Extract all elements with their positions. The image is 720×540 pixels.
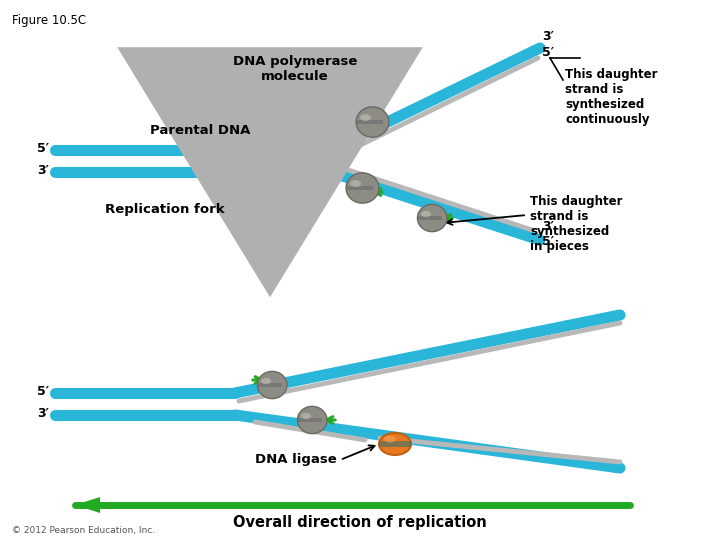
Polygon shape xyxy=(75,497,100,513)
Polygon shape xyxy=(347,186,373,190)
Text: DNA polymerase
molecule: DNA polymerase molecule xyxy=(233,55,357,83)
Polygon shape xyxy=(356,107,389,137)
Text: 3′: 3′ xyxy=(542,220,554,233)
Ellipse shape xyxy=(421,211,431,217)
Polygon shape xyxy=(298,418,322,422)
Text: 3′: 3′ xyxy=(542,30,554,43)
Text: 5′: 5′ xyxy=(37,385,49,398)
Text: 3′: 3′ xyxy=(37,407,49,420)
Polygon shape xyxy=(357,120,383,124)
Ellipse shape xyxy=(261,378,271,384)
Text: © 2012 Pearson Education, Inc.: © 2012 Pearson Education, Inc. xyxy=(12,526,155,535)
Polygon shape xyxy=(346,173,379,203)
Text: 3′: 3′ xyxy=(37,164,49,177)
Ellipse shape xyxy=(384,435,396,442)
Ellipse shape xyxy=(379,433,411,455)
Text: Overall direction of replication: Overall direction of replication xyxy=(233,515,487,530)
Ellipse shape xyxy=(301,413,311,419)
Text: This daughter
strand is
synthesized
in pieces: This daughter strand is synthesized in p… xyxy=(530,195,623,253)
Text: 5′: 5′ xyxy=(542,46,554,59)
Polygon shape xyxy=(418,204,447,232)
Ellipse shape xyxy=(360,114,371,121)
Polygon shape xyxy=(418,216,441,220)
Text: DNA ligase: DNA ligase xyxy=(255,454,337,467)
Text: 5′: 5′ xyxy=(37,142,49,155)
Polygon shape xyxy=(297,407,327,434)
Ellipse shape xyxy=(350,180,361,187)
Text: Figure 10.5C: Figure 10.5C xyxy=(12,14,86,27)
Text: Parental DNA: Parental DNA xyxy=(150,124,250,137)
Text: Replication fork: Replication fork xyxy=(105,204,225,217)
Polygon shape xyxy=(258,372,287,399)
Text: 5′: 5′ xyxy=(542,235,554,248)
Polygon shape xyxy=(258,383,282,387)
Text: This daughter
strand is
synthesized
continuously: This daughter strand is synthesized cont… xyxy=(565,68,657,126)
Polygon shape xyxy=(379,441,411,447)
